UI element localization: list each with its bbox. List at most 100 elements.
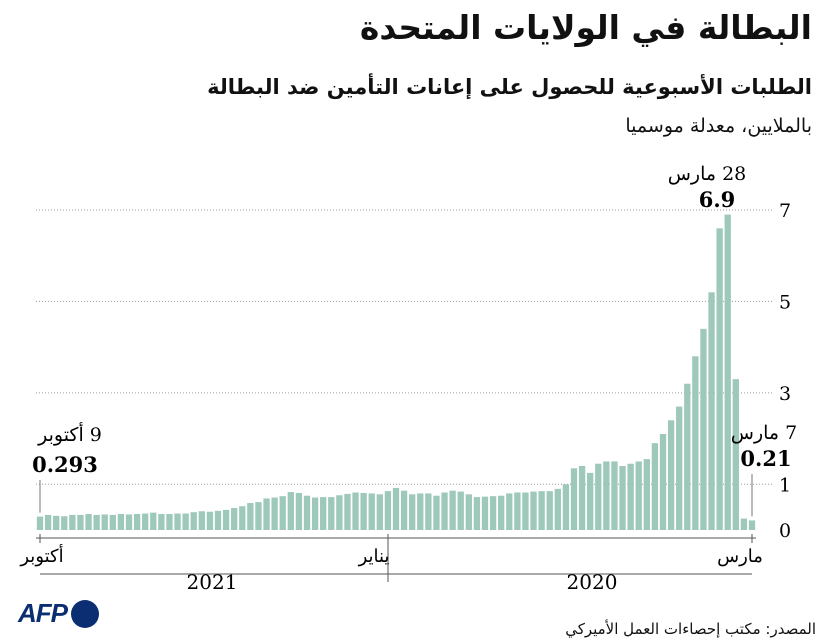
logo-dot-icon <box>71 599 99 628</box>
bar <box>303 495 311 530</box>
bar <box>433 495 440 530</box>
bar <box>635 461 642 530</box>
y-tick-label: 3 <box>779 383 791 405</box>
bar <box>190 512 197 530</box>
bar <box>320 497 327 530</box>
logo-text: AFP <box>18 598 68 628</box>
bar <box>150 512 157 530</box>
bar <box>627 463 634 530</box>
y-tick-label: 7 <box>779 200 791 222</box>
bar <box>538 491 545 530</box>
bar <box>231 508 238 530</box>
bar <box>287 492 294 530</box>
bar <box>603 461 610 530</box>
bar <box>489 496 497 530</box>
bar <box>400 490 408 530</box>
bar <box>344 493 351 530</box>
units-label: بالملايين، معدلة موسميا <box>625 115 812 137</box>
bar <box>392 487 400 530</box>
y-tick-label: 0 <box>779 520 791 542</box>
bar <box>578 466 586 530</box>
bar <box>36 516 44 530</box>
bar <box>619 466 626 530</box>
bar <box>732 379 739 530</box>
bar <box>376 494 383 530</box>
chart-title: البطالة في الولايات المتحدة <box>359 8 812 47</box>
bar <box>44 514 52 530</box>
bar <box>61 516 68 530</box>
bar <box>465 494 472 530</box>
bar <box>587 472 594 530</box>
bar <box>384 491 392 530</box>
bar <box>570 468 578 530</box>
bar <box>748 520 756 530</box>
bar <box>69 514 76 530</box>
afp-logo: AFP <box>18 598 99 629</box>
y-tick-label: 5 <box>779 291 791 313</box>
bar <box>595 463 602 530</box>
bar <box>214 510 222 530</box>
bar <box>109 514 116 530</box>
bar <box>700 328 707 530</box>
bar <box>352 492 359 530</box>
bar <box>417 493 424 530</box>
last-week-value-label: 0.293 <box>32 452 98 477</box>
bar <box>708 292 715 530</box>
bar <box>554 488 561 530</box>
bar <box>651 443 659 530</box>
bar <box>676 406 683 530</box>
y-tick-labels: 0 1 3 5 7 <box>779 200 791 542</box>
bar <box>93 514 100 530</box>
bar <box>659 434 667 530</box>
bar <box>158 514 165 530</box>
y-tick-label: 1 <box>779 474 791 496</box>
bar <box>85 514 92 530</box>
x-label-march: مارس <box>717 546 763 567</box>
chart-subtitle: الطلبات الأسبوعية للحصول على إعانات التأ… <box>207 75 812 99</box>
bar <box>562 484 570 530</box>
bar <box>117 514 125 530</box>
peak-value-label: 6.9 <box>699 187 736 212</box>
bar <box>271 497 278 530</box>
bar <box>425 493 432 530</box>
bar <box>247 503 254 530</box>
bar <box>546 491 553 530</box>
bar <box>206 511 214 530</box>
peak-date-label: 28 مارس <box>668 163 747 185</box>
bar <box>692 356 699 530</box>
bar <box>77 514 84 530</box>
bars <box>36 214 756 531</box>
bar <box>522 492 529 530</box>
bar <box>166 514 173 530</box>
year-label-2021: 2021 <box>187 570 238 594</box>
bar <box>222 509 230 530</box>
bar <box>716 228 723 531</box>
last-week-date-label: 9 أكتوبر <box>37 421 102 446</box>
bar <box>174 513 181 530</box>
bar <box>328 497 335 530</box>
bar <box>514 492 521 530</box>
bar <box>457 491 464 530</box>
bar <box>239 506 246 530</box>
bar <box>643 459 650 530</box>
bar <box>724 214 731 530</box>
bar <box>263 498 270 530</box>
bar <box>667 420 675 530</box>
bar <box>336 495 343 530</box>
x-label-january: يناير <box>358 546 390 567</box>
bar <box>441 492 448 530</box>
bar <box>279 496 286 530</box>
bar <box>506 493 513 530</box>
bar <box>684 383 691 530</box>
bar <box>53 515 60 530</box>
x-label-october: أكتوبر <box>19 544 63 567</box>
bar <box>311 497 319 530</box>
bar <box>295 492 303 530</box>
bar <box>198 511 205 530</box>
bar <box>255 502 262 530</box>
bar <box>368 493 375 530</box>
bar <box>142 513 149 530</box>
bar <box>611 461 618 530</box>
bar <box>125 514 133 530</box>
year-label-2020: 2020 <box>567 570 618 594</box>
